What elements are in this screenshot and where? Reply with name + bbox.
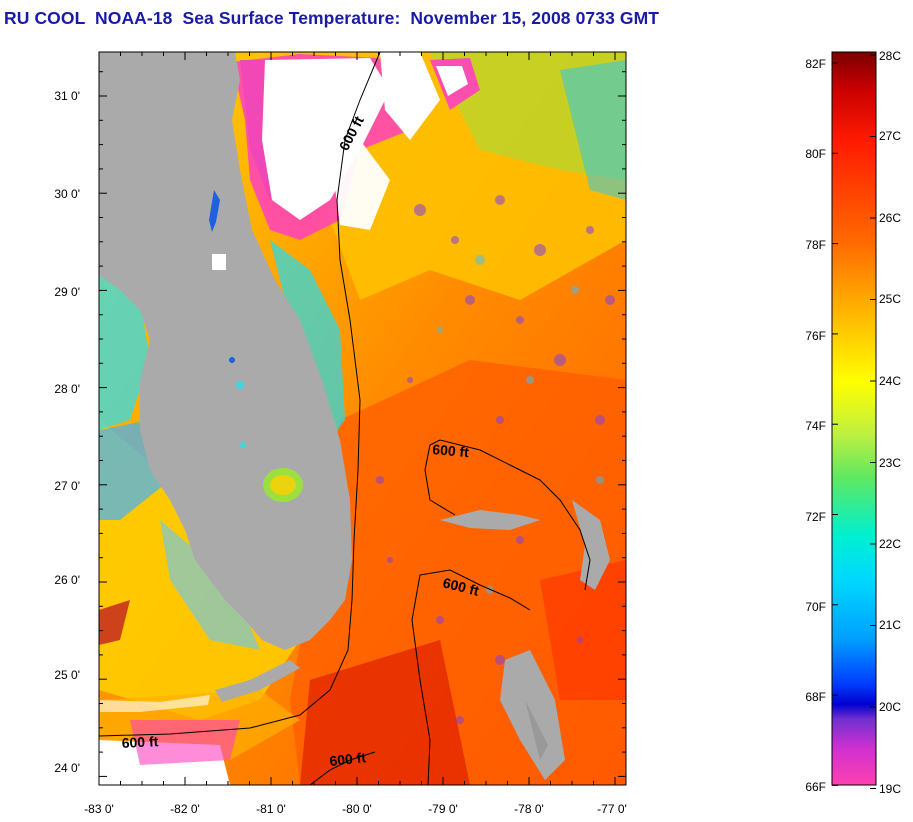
colorbar-f-label: 72F (805, 510, 826, 524)
colorbar: 82F 80F 78F 76F 74F 72F 70F 68F 66F 28C … (805, 49, 901, 796)
map-frame (98, 51, 627, 786)
bahamas-abaco (572, 500, 610, 590)
contour-label: 600 ft (121, 733, 159, 751)
lat-axis: 31 0' 30 0' 29 0' 28 0' 27 0' 26 0' 25 0… (54, 89, 80, 775)
lat-tick-label: 28 0' (54, 382, 80, 396)
lat-tick-label: 31 0' (54, 89, 80, 103)
colorbar-c-label: 23C (879, 456, 901, 470)
colorbar-c-label: 25C (879, 292, 901, 306)
isobath-contours (99, 52, 591, 785)
lat-tick-label: 30 0' (54, 187, 80, 201)
colorbar-f-label: 78F (805, 238, 826, 252)
bahamas-grand-bahama (440, 510, 540, 530)
colorbar-f-label: 80F (805, 147, 826, 161)
lon-tick-label: -82 0' (170, 802, 200, 816)
map-title: RU COOL NOAA-18 Sea Surface Temperature:… (4, 8, 660, 28)
colorbar-f-label: 76F (805, 329, 826, 343)
contour-label: 600 ft (432, 441, 470, 460)
lon-tick-label: -78 0' (514, 802, 544, 816)
colorbar-c-label: 22C (879, 537, 901, 551)
colorbar-c-label: 27C (879, 129, 901, 143)
axis-ticks (98, 52, 626, 785)
lon-tick-label: -83 0' (84, 802, 114, 816)
lon-axis: -83 0' -82 0' -81 0' -80 0' -79 0' -78 0… (84, 802, 627, 816)
lat-tick-label: 25 0' (54, 668, 80, 682)
colorbar-c-label: 26C (879, 211, 901, 225)
colorbar-c-label: 19C (879, 782, 901, 796)
colorbar-scale (831, 51, 877, 786)
colorbar-c-label: 28C (879, 49, 901, 63)
lat-tick-label: 27 0' (54, 479, 80, 493)
colorbar-f-labels: 82F 80F 78F 76F 74F 72F 70F 68F 66F (805, 57, 826, 794)
colorbar-f-label: 82F (805, 57, 826, 71)
lon-tick-label: -79 0' (428, 802, 458, 816)
lat-tick-label: 24 0' (54, 761, 80, 775)
colorbar-f-label: 68F (805, 690, 826, 704)
colorbar-f-label: 66F (805, 780, 826, 794)
lat-tick-label: 26 0' (54, 573, 80, 587)
lon-tick-label: -77 0' (597, 802, 627, 816)
lat-tick-label: 29 0' (54, 285, 80, 299)
colorbar-f-label: 70F (805, 600, 826, 614)
colorbar-c-label: 21C (879, 618, 901, 632)
lon-tick-label: -80 0' (342, 802, 372, 816)
colorbar-c-label: 24C (879, 374, 901, 388)
colorbar-c-label: 20C (879, 700, 901, 714)
sst-raster (99, 52, 626, 785)
colorbar-c-labels: 28C 27C 26C 25C 24C 23C 22C 21C 20C 19C (879, 49, 901, 796)
contour-label: 600 ft (329, 749, 367, 769)
lon-tick-label: -81 0' (256, 802, 286, 816)
colorbar-f-label: 74F (805, 419, 826, 433)
